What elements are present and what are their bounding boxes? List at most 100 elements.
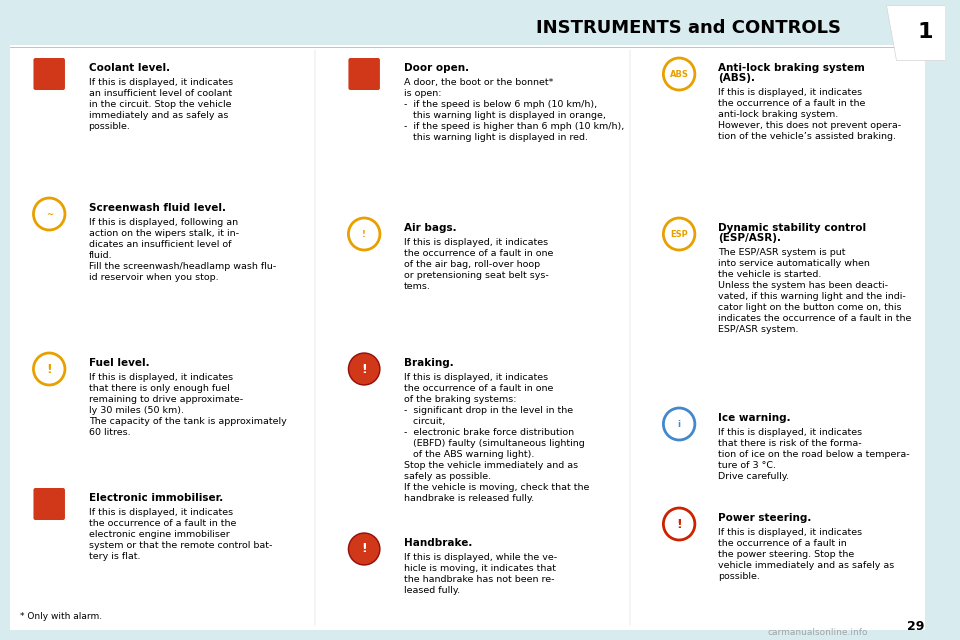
Text: ABS: ABS [670, 70, 688, 79]
Circle shape [663, 508, 695, 540]
Text: possible.: possible. [88, 122, 131, 131]
Text: * Only with alarm.: * Only with alarm. [20, 612, 102, 621]
Text: Drive carefully.: Drive carefully. [718, 472, 789, 481]
Text: If this is displayed, while the ve-: If this is displayed, while the ve- [403, 553, 557, 562]
Text: system or that the remote control bat-: system or that the remote control bat- [88, 541, 272, 550]
Text: Power steering.: Power steering. [718, 513, 812, 523]
Text: If this is displayed, it indicates: If this is displayed, it indicates [718, 528, 863, 537]
Text: Handbrake.: Handbrake. [403, 538, 472, 548]
Text: !: ! [361, 543, 367, 556]
Text: safely as possible.: safely as possible. [403, 472, 491, 481]
Text: If this is displayed, it indicates: If this is displayed, it indicates [718, 88, 863, 97]
Text: the occurrence of a fault in one: the occurrence of a fault in one [403, 249, 553, 258]
Text: immediately and as safely as: immediately and as safely as [88, 111, 228, 120]
FancyBboxPatch shape [34, 58, 65, 90]
Text: Coolant level.: Coolant level. [88, 63, 170, 73]
Circle shape [667, 412, 691, 436]
Text: Door open.: Door open. [403, 63, 468, 73]
Text: tery is flat.: tery is flat. [88, 552, 140, 561]
Text: circuit,: circuit, [403, 417, 444, 426]
Text: Fuel level.: Fuel level. [88, 358, 149, 368]
Text: vated, if this warning light and the indi-: vated, if this warning light and the ind… [718, 292, 906, 301]
Text: tems.: tems. [403, 282, 430, 291]
Text: !: ! [361, 362, 367, 376]
Text: id reservoir when you stop.: id reservoir when you stop. [88, 273, 218, 282]
FancyBboxPatch shape [0, 0, 945, 45]
Text: is open:: is open: [403, 89, 441, 98]
Text: anti-lock braking system.: anti-lock braking system. [718, 110, 839, 119]
Text: the occurrence of a fault in one: the occurrence of a fault in one [403, 384, 553, 393]
Text: If this is displayed, it indicates: If this is displayed, it indicates [718, 428, 863, 437]
FancyBboxPatch shape [10, 45, 925, 630]
Text: in the circuit. Stop the vehicle: in the circuit. Stop the vehicle [88, 100, 231, 109]
Text: -  electronic brake force distribution: - electronic brake force distribution [403, 428, 574, 437]
Text: Braking.: Braking. [403, 358, 453, 368]
Text: vehicle immediately and as safely as: vehicle immediately and as safely as [718, 561, 895, 570]
Text: The capacity of the tank is approximately: The capacity of the tank is approximatel… [88, 417, 286, 426]
Text: (ABS).: (ABS). [718, 73, 756, 83]
Text: INSTRUMENTS and CONTROLS: INSTRUMENTS and CONTROLS [537, 19, 842, 37]
Text: handbrake is released fully.: handbrake is released fully. [403, 494, 534, 503]
Text: Stop the vehicle immediately and as: Stop the vehicle immediately and as [403, 461, 578, 470]
Text: action on the wipers stalk, it in-: action on the wipers stalk, it in- [88, 229, 239, 238]
Text: i: i [678, 419, 681, 429]
FancyBboxPatch shape [34, 488, 65, 520]
Text: hicle is moving, it indicates that: hicle is moving, it indicates that [403, 564, 556, 573]
Text: leased fully.: leased fully. [403, 586, 460, 595]
Text: If this is displayed, following an: If this is displayed, following an [88, 218, 238, 227]
Text: the occurrence of a fault in: the occurrence of a fault in [718, 539, 848, 548]
Text: ESP/ASR system.: ESP/ASR system. [718, 325, 799, 334]
Text: of the braking systems:: of the braking systems: [403, 395, 516, 404]
Text: remaining to drive approximate-: remaining to drive approximate- [88, 395, 243, 404]
Text: ~: ~ [46, 209, 53, 218]
FancyBboxPatch shape [348, 58, 380, 90]
Text: that there is only enough fuel: that there is only enough fuel [88, 384, 229, 393]
Text: (EBFD) faulty (simultaneous lighting: (EBFD) faulty (simultaneous lighting [403, 439, 585, 448]
Text: that there is risk of the forma-: that there is risk of the forma- [718, 439, 862, 448]
Text: carmanualsonline.info: carmanualsonline.info [768, 628, 868, 637]
Text: The ESP/ASR system is put: The ESP/ASR system is put [718, 248, 846, 257]
Text: 1: 1 [918, 22, 933, 42]
Polygon shape [886, 5, 945, 60]
Text: (ESP/ASR).: (ESP/ASR). [718, 233, 781, 243]
Text: the handbrake has not been re-: the handbrake has not been re- [403, 575, 554, 584]
Text: -  if the speed is higher than 6 mph (10 km/h),: - if the speed is higher than 6 mph (10 … [403, 122, 624, 131]
Text: the occurrence of a fault in the: the occurrence of a fault in the [718, 99, 866, 108]
Text: If the vehicle is moving, check that the: If the vehicle is moving, check that the [403, 483, 588, 492]
Text: the power steering. Stop the: the power steering. Stop the [718, 550, 854, 559]
Text: !: ! [362, 230, 366, 239]
Text: of the air bag, roll-over hoop: of the air bag, roll-over hoop [403, 260, 540, 269]
Text: or pretensioning seat belt sys-: or pretensioning seat belt sys- [403, 271, 548, 280]
Text: possible.: possible. [718, 572, 760, 581]
Text: !: ! [46, 362, 52, 376]
Text: of the ABS warning light).: of the ABS warning light). [403, 450, 534, 459]
Text: ly 30 miles (50 km).: ly 30 miles (50 km). [88, 406, 183, 415]
Text: -  significant drop in the level in the: - significant drop in the level in the [403, 406, 573, 415]
Text: Air bags.: Air bags. [403, 223, 456, 233]
Text: 60 litres.: 60 litres. [88, 428, 131, 437]
Text: tion of the vehicle’s assisted braking.: tion of the vehicle’s assisted braking. [718, 132, 897, 141]
Text: Anti-lock braking system: Anti-lock braking system [718, 63, 865, 73]
Text: Screenwash fluid level.: Screenwash fluid level. [88, 203, 226, 213]
Text: If this is displayed, it indicates: If this is displayed, it indicates [88, 508, 232, 517]
Circle shape [37, 202, 61, 226]
Text: However, this does not prevent opera-: However, this does not prevent opera- [718, 121, 901, 130]
Text: -  if the speed is below 6 mph (10 km/h),: - if the speed is below 6 mph (10 km/h), [403, 100, 597, 109]
Text: Ice warning.: Ice warning. [718, 413, 791, 423]
Text: an insufficient level of coolant: an insufficient level of coolant [88, 89, 231, 98]
Text: If this is displayed, it indicates: If this is displayed, it indicates [403, 373, 547, 382]
Text: !: ! [676, 518, 682, 531]
Circle shape [34, 353, 65, 385]
Text: Dynamic stability control: Dynamic stability control [718, 223, 867, 233]
Text: into service automatically when: into service automatically when [718, 259, 871, 268]
Circle shape [667, 62, 691, 86]
Text: the occurrence of a fault in the: the occurrence of a fault in the [88, 519, 236, 528]
FancyBboxPatch shape [925, 45, 945, 635]
Text: ture of 3 °C.: ture of 3 °C. [718, 461, 777, 470]
Text: If this is displayed, it indicates: If this is displayed, it indicates [88, 373, 232, 382]
Circle shape [352, 222, 376, 246]
Text: the vehicle is started.: the vehicle is started. [718, 270, 822, 279]
Text: electronic engine immobiliser: electronic engine immobiliser [88, 530, 229, 539]
Text: fluid.: fluid. [88, 251, 112, 260]
Text: If this is displayed, it indicates: If this is displayed, it indicates [88, 78, 232, 87]
